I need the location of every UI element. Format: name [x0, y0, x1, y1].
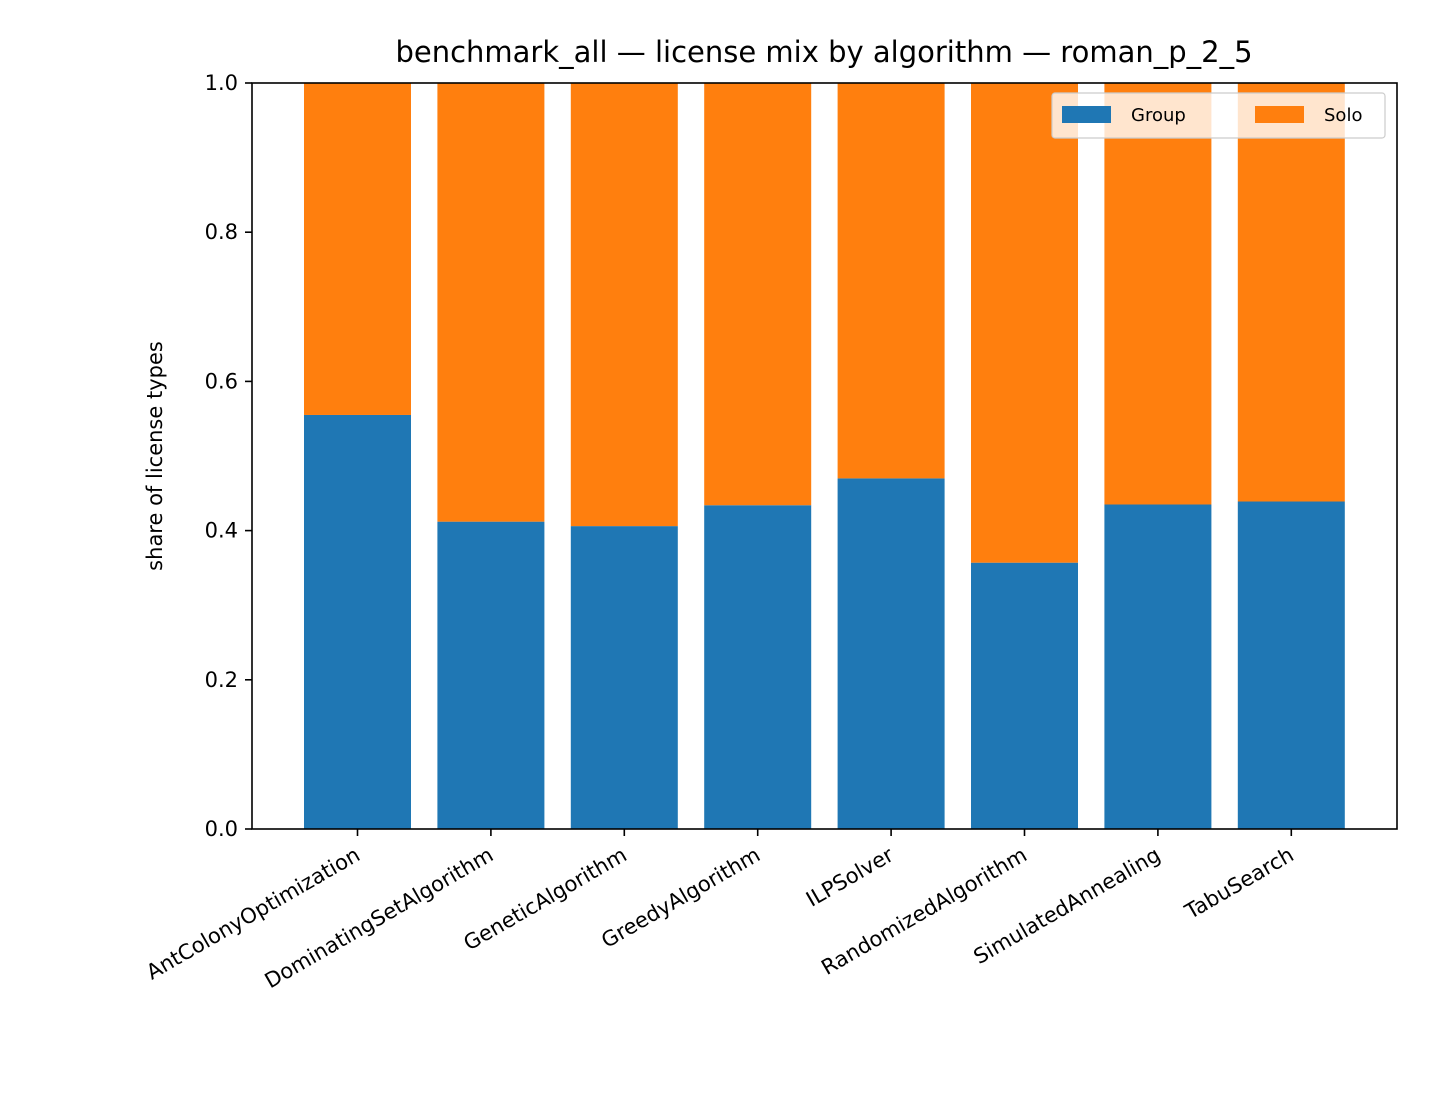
y-tick-label: 1.0: [205, 71, 238, 95]
bar-solo-greedyalgorithm: [704, 83, 812, 506]
y-tick-label: 0.2: [205, 668, 238, 692]
bars-layer: [304, 83, 1345, 829]
plot-frame: [251, 82, 1398, 830]
bar-group-antcolonyoptimization: [304, 414, 411, 829]
bar-group-greedyalgorithm: [704, 505, 812, 829]
bar-solo-dominatingsetalgorithm: [437, 83, 545, 522]
bar-solo-simulatedannealing: [1104, 83, 1212, 505]
bar-group-geneticalgorithm: [570, 526, 678, 829]
y-axis-ticks: 0.0 0.2 0.4 0.6 0.8 1.0: [205, 71, 252, 841]
bar-group-dominatingsetalgorithm: [437, 521, 545, 829]
bar-group-randomizedalgorithm: [971, 562, 1078, 829]
bar-solo-randomizedalgorithm: [971, 83, 1078, 563]
bar-solo-ilpsolver: [837, 83, 945, 479]
bar-group-simulatedannealing: [1104, 504, 1212, 829]
chart-title: benchmark_all — license mix by algorithm…: [395, 35, 1252, 69]
y-tick-label: 0.8: [205, 220, 238, 244]
legend-frame: [1051, 92, 1386, 139]
legend-label-group: Group: [1131, 105, 1186, 126]
y-axis-label: share of license types: [143, 341, 167, 571]
legend-swatch-solo: [1255, 106, 1304, 123]
bar-group-ilpsolver: [837, 478, 945, 829]
bar-group-tabusearch: [1237, 501, 1345, 829]
y-tick-label: 0.6: [205, 369, 238, 393]
y-tick-label: 0.4: [205, 519, 238, 543]
legend: Group Solo: [1051, 92, 1386, 139]
legend-label-solo: Solo: [1324, 105, 1362, 126]
bar-solo-geneticalgorithm: [570, 83, 678, 527]
plot-area: 0.00.20.40.60.81.0 AntColonyOptimization…: [142, 71, 1398, 993]
legend-swatch-group: [1062, 106, 1111, 123]
bar-solo-tabusearch: [1237, 83, 1345, 502]
y-tick-label: 0.0: [205, 817, 238, 841]
bar-solo-antcolonyoptimization: [304, 83, 411, 415]
